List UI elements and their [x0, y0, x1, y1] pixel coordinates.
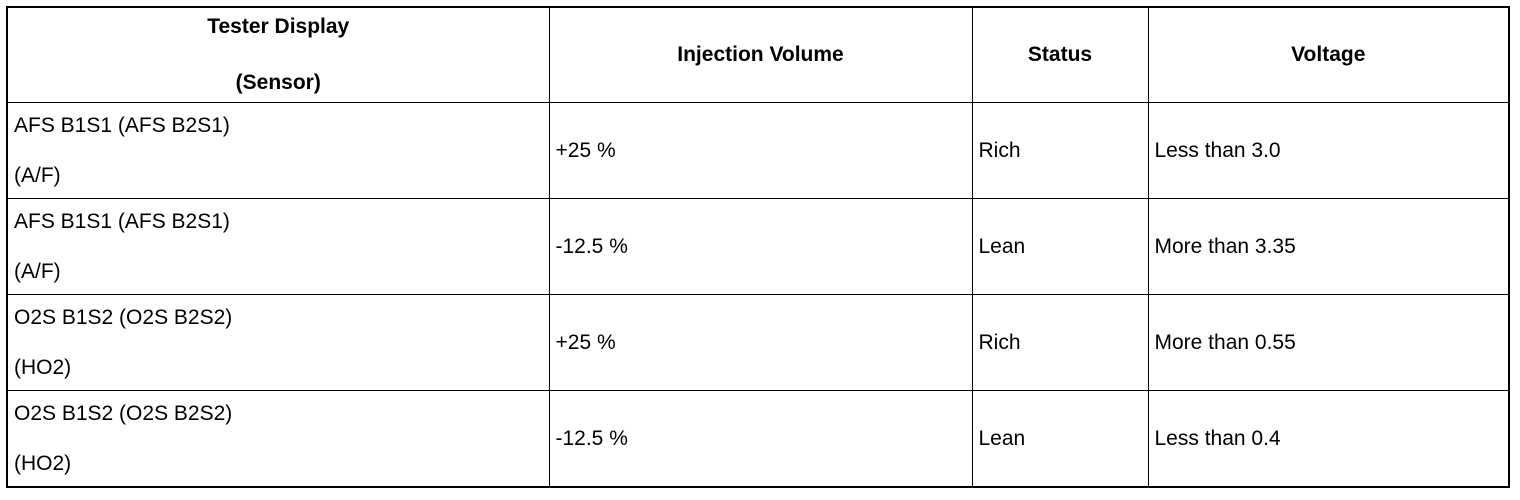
cell-text: Lean — [978, 234, 1026, 258]
table-cell: More than 3.35 — [1147, 198, 1510, 295]
table-cell: Less than 3.0 — [1147, 102, 1510, 199]
header-cell: Status — [971, 6, 1149, 103]
cell-text: Rich — [978, 138, 1021, 162]
cell-line: AFS B1S1 (AFS B2S1) — [14, 113, 230, 137]
cell-line: Injection Volume — [677, 43, 844, 66]
data-table: Tester Display (Sensor) Injection Volume St… — [6, 6, 1510, 488]
cell-text: More than 0.55 — [1154, 330, 1296, 354]
cell-text: Less than 0.4 — [1154, 426, 1281, 450]
table-cell: -12.5 % — [548, 390, 973, 488]
cell-text: -12.5 % — [555, 426, 628, 450]
cell-line: Voltage — [1291, 43, 1366, 66]
cell-text: Less than 3.0 — [1154, 138, 1281, 162]
cell-line: (A/F) — [14, 163, 61, 187]
table-row: AFS B1S1 (AFS B2S1) (A/F) -12.5 % Lean More … — [6, 198, 1510, 295]
table-cell: More than 0.55 — [1147, 294, 1510, 391]
table-cell: Lean — [971, 390, 1149, 488]
cell-line: Status — [1027, 43, 1093, 66]
cell-line: (HO2) — [14, 451, 72, 475]
table-row: AFS B1S1 (AFS B2S1) (A/F) +25 % Rich Less th… — [6, 102, 1510, 199]
header-row: Tester Display (Sensor) Injection Volume St… — [6, 6, 1510, 103]
cell-line: O2S B1S2 (O2S B2S2) — [14, 401, 233, 425]
table-cell: -12.5 % — [548, 198, 973, 295]
table-cell: Rich — [971, 102, 1149, 199]
table-row: O2S B1S2 (O2S B2S2) (HO2) +25 % Rich More th… — [6, 294, 1510, 391]
cell-text: Rich — [978, 330, 1021, 354]
cell-line: (A/F) — [14, 259, 61, 283]
table-cell: Rich — [971, 294, 1149, 391]
table-cell: Lean — [971, 198, 1149, 295]
table-cell: Less than 0.4 — [1147, 390, 1510, 488]
cell-line: (HO2) — [14, 355, 72, 379]
header-cell: Tester Display (Sensor) — [6, 6, 550, 103]
table-cell: AFS B1S1 (AFS B2S1) (A/F) — [6, 198, 550, 295]
table-cell: O2S B1S2 (O2S B2S2) (HO2) — [6, 390, 550, 488]
cell-line: (Sensor) — [235, 71, 321, 94]
table-row: O2S B1S2 (O2S B2S2) (HO2) -12.5 % Lean Less … — [6, 390, 1510, 488]
table-cell: AFS B1S1 (AFS B2S1) (A/F) — [6, 102, 550, 199]
cell-text: +25 % — [555, 138, 616, 162]
cell-line: O2S B1S2 (O2S B2S2) — [14, 305, 233, 329]
cell-text: Lean — [978, 426, 1026, 450]
cell-line: AFS B1S1 (AFS B2S1) — [14, 209, 230, 233]
cell-line: Tester Display — [207, 15, 350, 38]
cell-text: More than 3.35 — [1154, 234, 1296, 258]
cell-text: +25 % — [555, 330, 616, 354]
table-cell: O2S B1S2 (O2S B2S2) (HO2) — [6, 294, 550, 391]
table-cell: +25 % — [548, 102, 973, 199]
table-cell: +25 % — [548, 294, 973, 391]
header-cell: Voltage — [1147, 6, 1510, 103]
header-cell: Injection Volume — [548, 6, 973, 103]
cell-text: -12.5 % — [555, 234, 628, 258]
table-body: AFS B1S1 (AFS B2S1) (A/F) +25 % Rich Less th… — [6, 102, 1510, 488]
